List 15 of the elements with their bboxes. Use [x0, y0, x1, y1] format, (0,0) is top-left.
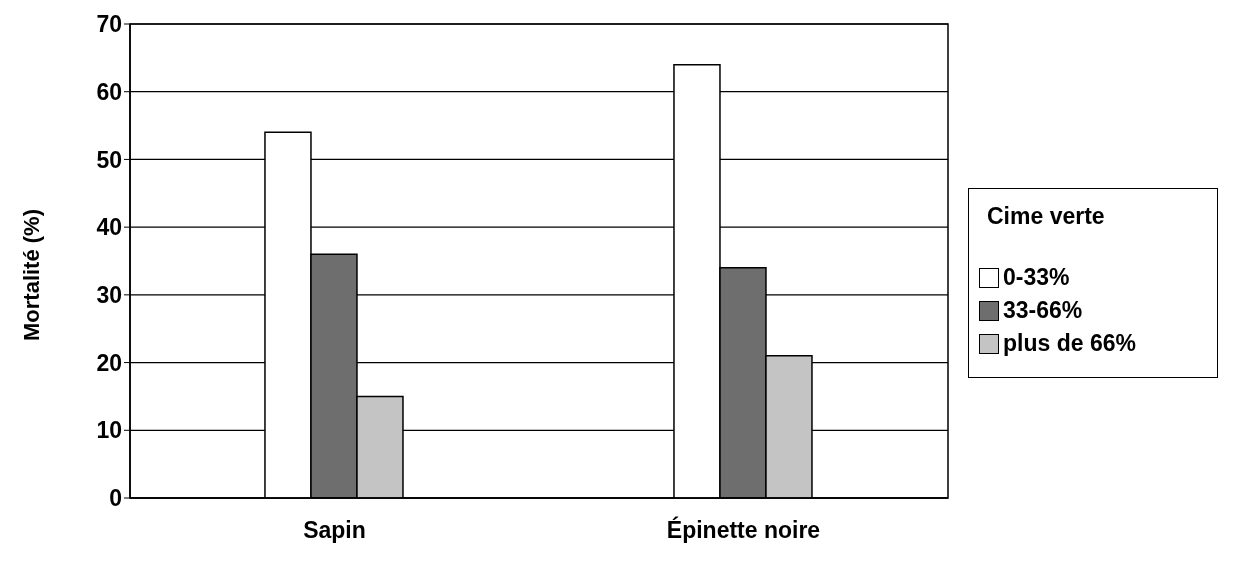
- legend-title: Cime verte: [987, 203, 1106, 230]
- legend-label: plus de 66%: [1003, 330, 1136, 357]
- y-tick-label: 60: [96, 78, 122, 105]
- legend-label: 0-33%: [1003, 264, 1070, 291]
- x-tick-label: Épinette noire: [666, 516, 821, 544]
- legend-label: 33-66%: [1003, 297, 1083, 324]
- y-tick-label: 10: [96, 417, 122, 444]
- y-tick-label: 70: [96, 11, 122, 38]
- y-axis-title: Mortalité (%): [18, 209, 44, 341]
- x-tick-label: Sapin: [303, 517, 366, 544]
- y-tick-label: 0: [109, 485, 122, 512]
- y-tick-label: 40: [96, 214, 122, 241]
- y-tick-label: 30: [96, 282, 122, 309]
- y-tick-label: 50: [96, 146, 122, 173]
- y-tick-label: 20: [96, 349, 122, 376]
